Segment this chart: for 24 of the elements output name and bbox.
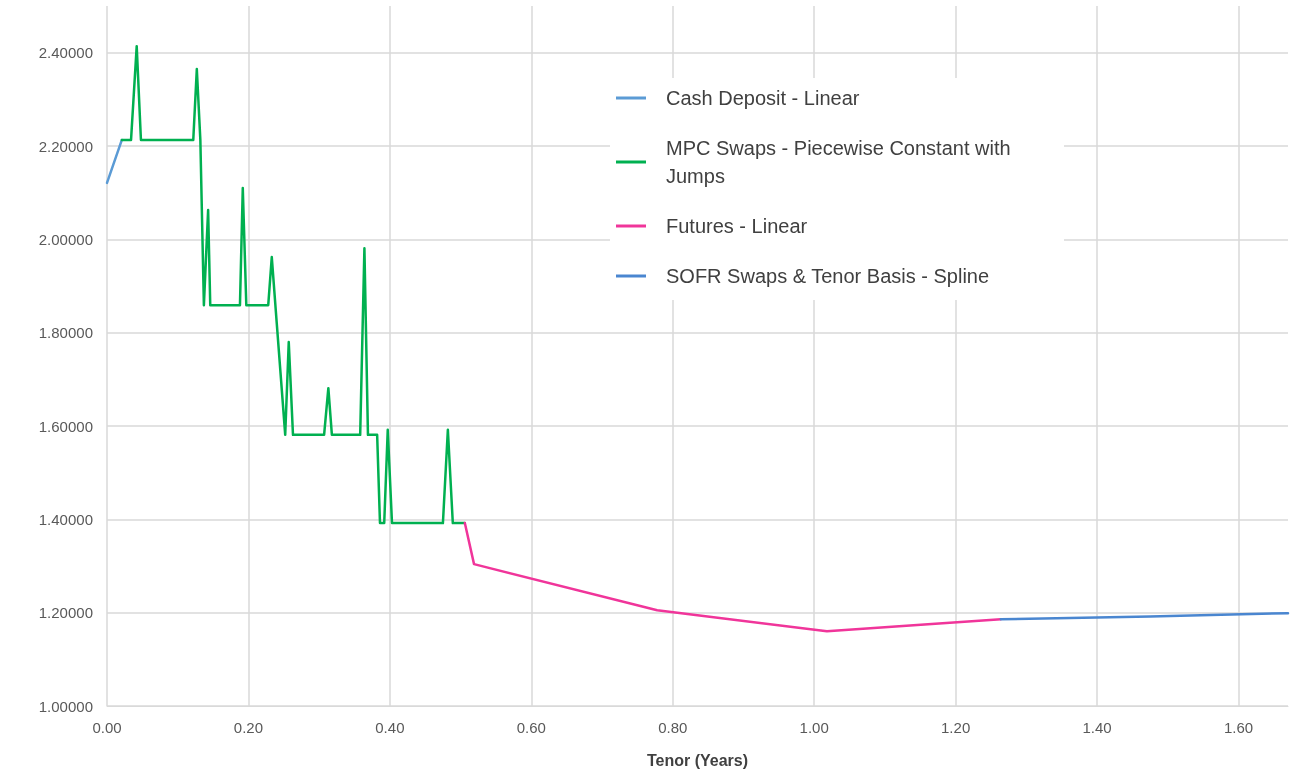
legend-label: Cash Deposit - Linear xyxy=(666,87,860,109)
line-series xyxy=(463,521,1003,633)
y-tick-label: 1.60000 xyxy=(38,417,93,435)
legend-label: Futures - Linear xyxy=(666,215,808,237)
y-tick-label: 2.40000 xyxy=(38,44,93,62)
x-tick-label: 0.60 xyxy=(516,719,546,736)
y-tick-label: 1.40000 xyxy=(38,510,93,528)
legend-label: MPC Swaps - Piecewise Constant with Jumps xyxy=(666,137,1017,187)
x-tick-label: 1.40 xyxy=(1082,719,1112,736)
line-series xyxy=(120,44,467,525)
x-tick-label: 0.00 xyxy=(92,719,122,736)
x-tick-label: 0.40 xyxy=(375,719,405,736)
legend-label: SOFR Swaps & Tenor Basis - Spline xyxy=(666,265,990,287)
x-tick-label: 1.00 xyxy=(799,719,829,736)
y-tick-label: 1.80000 xyxy=(38,324,93,342)
y-tick-label: 2.00000 xyxy=(38,230,93,248)
y-tick-label: 1.20000 xyxy=(38,604,93,622)
y-tick-label: 1.00000 xyxy=(38,697,93,715)
x-tick-label: 0.80 xyxy=(658,719,688,736)
x-tick-label: 1.60 xyxy=(1223,719,1254,736)
y-tick-label: 2.20000 xyxy=(38,137,93,155)
x-axis-title: Tenor (Years) xyxy=(646,751,749,769)
x-tick-label: 0.20 xyxy=(233,719,264,736)
x-tick-label: 1.20 xyxy=(941,719,971,736)
